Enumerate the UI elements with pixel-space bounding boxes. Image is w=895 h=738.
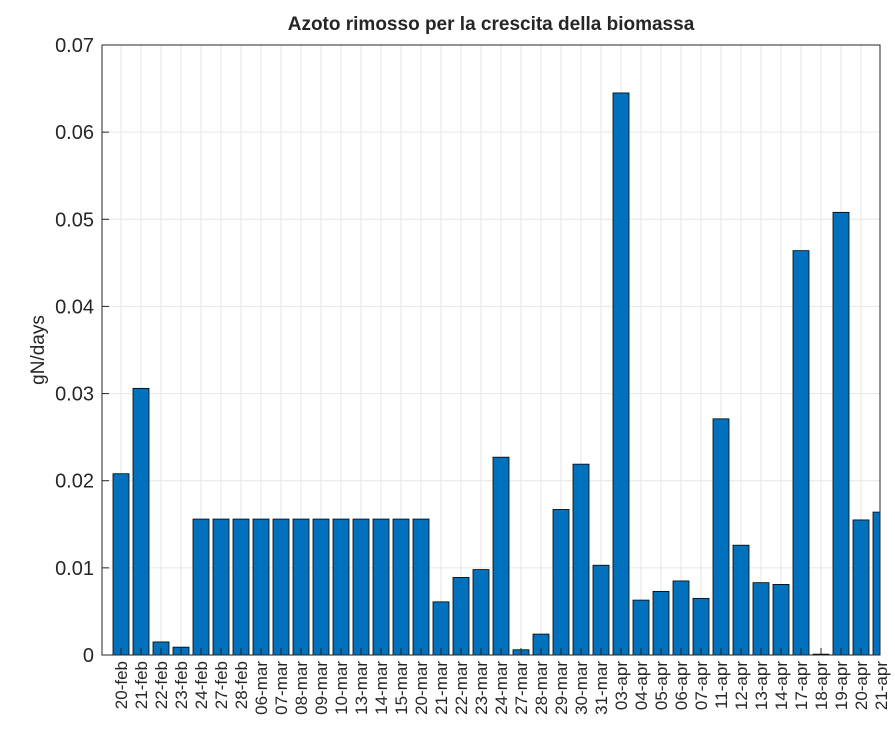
x-tick-label: 07-apr	[692, 661, 711, 710]
bar	[632, 599, 650, 655]
x-tick-label: 17-apr	[792, 661, 811, 710]
bars	[112, 92, 880, 655]
y-tick-label: 0.06	[55, 122, 94, 144]
x-tick-label: 10-mar	[332, 661, 351, 715]
bar	[732, 544, 750, 655]
bar	[132, 387, 150, 655]
bar	[872, 511, 880, 655]
bar	[552, 509, 570, 655]
bar	[492, 456, 510, 655]
y-tick-label: 0.03	[55, 384, 94, 406]
y-tick-label: 0.07	[55, 35, 94, 57]
x-tick-label: 21-feb	[132, 661, 151, 709]
x-tick-label: 28-mar	[532, 661, 551, 715]
bar	[672, 580, 690, 655]
bar	[112, 473, 130, 655]
y-tick-label: 0.01	[55, 558, 94, 580]
x-tick-label: 18-apr	[812, 661, 831, 710]
plot-area	[102, 45, 880, 655]
bar	[832, 211, 850, 655]
x-tick-label: 09-mar	[312, 661, 331, 715]
x-tick-label: 13-apr	[752, 661, 771, 710]
bar	[352, 518, 370, 655]
y-tick-label: 0.02	[55, 471, 94, 493]
x-tick-label: 23-mar	[472, 661, 491, 715]
bar	[412, 518, 430, 655]
x-tick-label: 30-mar	[572, 661, 591, 715]
x-tick-label: 08-mar	[292, 661, 311, 715]
labels: 0 0.01 0.02 0.03 0.04 0.05 0.06 0.07 20-feb 21-fe…	[55, 35, 891, 715]
y-tick-label: 0.05	[55, 209, 94, 231]
x-tick-label: 14-mar	[372, 661, 391, 715]
bar	[452, 577, 470, 655]
x-tick-label: 29-mar	[552, 661, 571, 715]
x-tick-label: 20-apr	[852, 661, 871, 710]
x-tick-label: 14-apr	[772, 661, 791, 710]
bar	[332, 518, 350, 655]
bar	[612, 92, 630, 655]
bar	[252, 518, 270, 655]
bar	[692, 597, 710, 655]
x-tick-label: 31-mar	[592, 661, 611, 715]
x-tick-label: 06-mar	[252, 661, 271, 715]
bar	[652, 590, 670, 655]
x-tick-label: 07-mar	[272, 661, 291, 715]
bar	[212, 518, 230, 655]
bar	[592, 564, 610, 655]
bar	[272, 518, 290, 655]
x-tick-label: 21-mar	[432, 661, 451, 715]
x-tick-label: 04-apr	[632, 661, 651, 710]
x-tick-label: 06-apr	[672, 661, 691, 710]
axes-box	[101, 44, 881, 656]
x-tick-label: 23-feb	[172, 661, 191, 709]
x-tick-label: 21-apr	[872, 661, 891, 710]
x-tick-label: 13-mar	[352, 661, 371, 715]
x-tick-label: 05-apr	[652, 661, 671, 710]
x-tick-label: 20-mar	[412, 661, 431, 715]
bar	[372, 518, 390, 655]
y-axis-label: gN/days	[28, 315, 49, 385]
bar	[232, 518, 250, 655]
x-tick-label: 03-apr	[612, 661, 631, 710]
x-tick-label: 20-feb	[112, 661, 131, 709]
x-tick-label: 11-apr	[712, 661, 731, 709]
bar	[472, 569, 490, 655]
bar	[792, 250, 810, 655]
bar	[312, 518, 330, 655]
x-tick-label: 27-mar	[512, 661, 531, 715]
bar	[752, 582, 770, 655]
x-tick-label: 22-feb	[152, 661, 171, 709]
bar	[852, 519, 870, 655]
x-tick-label: 22-mar	[452, 661, 471, 715]
bar	[192, 518, 210, 655]
x-tick-label: 12-apr	[732, 661, 751, 710]
x-tick-label: 27-feb	[212, 661, 231, 709]
chart-title: Azoto rimosso per la crescita della biom…	[288, 14, 695, 35]
x-tick-label: 19-apr	[832, 661, 851, 710]
y-tick-label: 0.04	[55, 296, 94, 318]
x-tick-label: 24-feb	[192, 661, 211, 709]
bar	[292, 518, 310, 655]
bar	[572, 463, 590, 655]
bar	[712, 418, 730, 655]
x-tick-label: 24-mar	[492, 661, 511, 715]
bar	[772, 584, 790, 655]
bar	[432, 601, 450, 655]
y-tick-label: 0	[83, 645, 94, 667]
x-tick-label: 15-mar	[392, 661, 411, 715]
bar	[392, 518, 410, 655]
x-tick-label: 28-feb	[232, 661, 251, 709]
